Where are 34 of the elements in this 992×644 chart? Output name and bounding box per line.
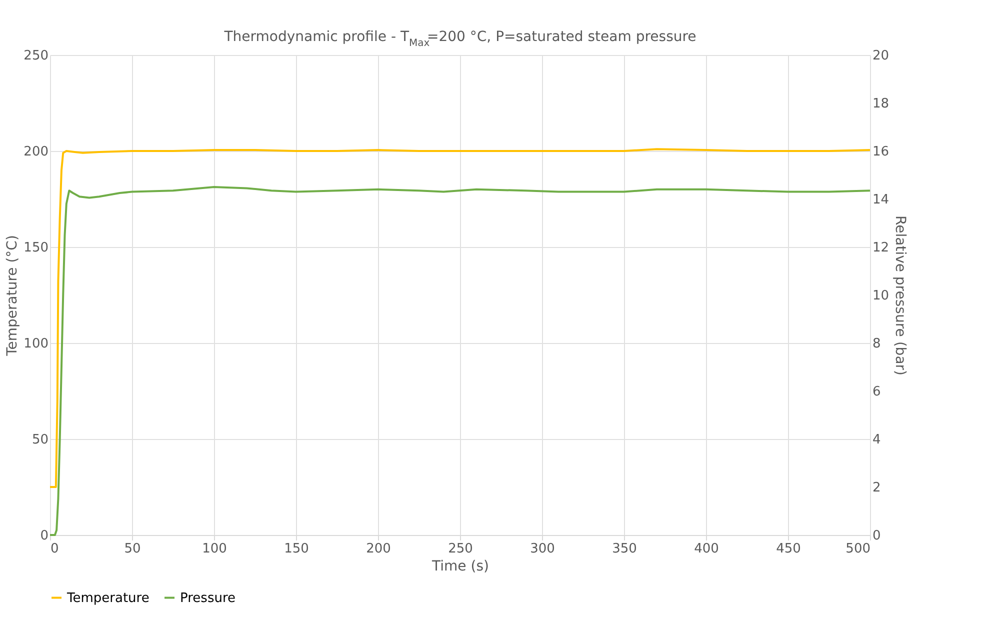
y2-tick-label: 8 (872, 336, 881, 352)
y-tick-label: 50 (32, 432, 48, 448)
x-tick-label: 500 (846, 542, 870, 556)
x-tick-label: 250 (448, 542, 473, 556)
y2-tick-label: 4 (872, 432, 881, 448)
x-tick-label: 200 (366, 542, 391, 556)
x-tick-label: 450 (776, 542, 801, 556)
y2-tick-label: 2 (872, 480, 881, 496)
y2-tick-label: 10 (872, 288, 890, 304)
y2-tick-label: 14 (872, 192, 890, 208)
y2-tick-label: 6 (872, 384, 881, 400)
x-axis-title: Time (s) (431, 558, 489, 574)
x-tick-label: 350 (612, 542, 637, 556)
y2-tick-label: 16 (872, 144, 890, 160)
y2-tick-label: 12 (872, 240, 890, 256)
x-tick-label: 400 (694, 542, 719, 556)
y2-axis-title: Relative pressure (bar) (892, 216, 908, 376)
x-tick-label: 50 (124, 542, 141, 556)
line-series (49, 148, 871, 488)
y2-tick-label: 0 (872, 528, 881, 544)
y-tick-label: 100 (24, 336, 48, 352)
y2-tick-label: 18 (872, 96, 890, 112)
legend-label: Pressure (180, 590, 236, 606)
x-tick-label: 100 (202, 542, 227, 556)
y-tick-label: 0 (40, 528, 48, 544)
x-tick-label: 150 (284, 542, 309, 556)
y-tick-label: 250 (24, 48, 48, 64)
y-tick-label: 200 (24, 144, 48, 160)
legend-label: Temperature (66, 590, 150, 606)
x-tick-label: 300 (530, 542, 555, 556)
y-axis-title: Temperature (°C) (4, 235, 21, 357)
x-tick-label: 0 (50, 542, 59, 556)
y2-tick-label: 20 (872, 48, 890, 64)
y-tick-label: 150 (24, 240, 48, 256)
